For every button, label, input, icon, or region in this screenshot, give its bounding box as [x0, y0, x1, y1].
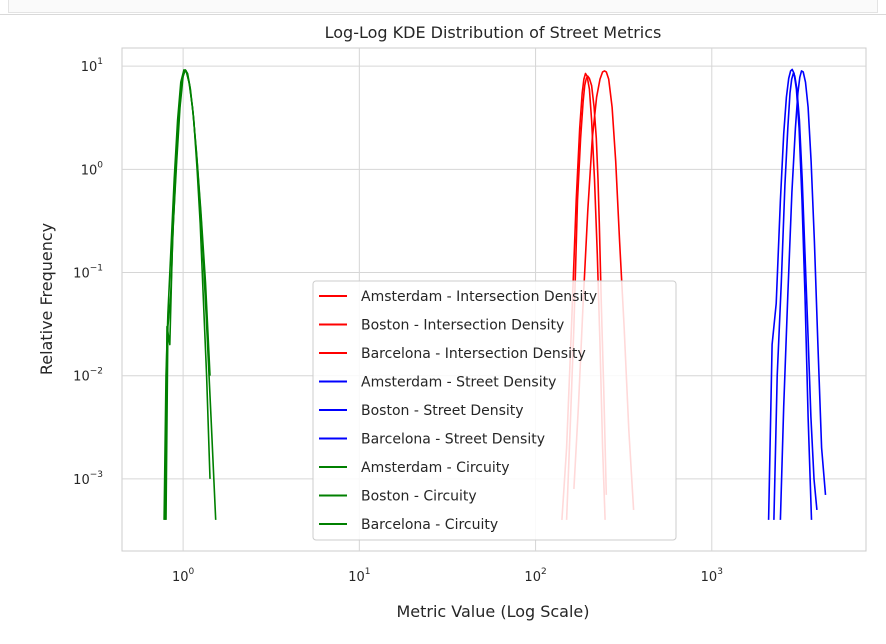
series-line-6	[779, 70, 827, 520]
x-tick-base: 10	[524, 570, 541, 585]
x-tick-exponent: 1	[365, 567, 371, 577]
y-tick-exponent: 0	[97, 160, 103, 170]
top-bar-panel	[8, 0, 878, 13]
y-tick-base: 10	[73, 267, 90, 282]
y-tick-base: 10	[81, 163, 98, 178]
y-tick-base: 10	[81, 60, 98, 75]
legend-label: Amsterdam - Street Density	[361, 375, 556, 391]
legend-label: Boston - Intersection Density	[361, 318, 564, 334]
y-tick-label: 10−3	[73, 470, 103, 488]
x-tick-exponent: 2	[541, 567, 547, 577]
x-tick-label: 102	[524, 567, 546, 585]
y-tick-label: 10−2	[73, 367, 103, 385]
x-tick-label: 103	[701, 567, 723, 585]
x-tick-base: 10	[348, 570, 365, 585]
legend-label: Amsterdam - Circuity	[361, 460, 510, 476]
top-bar	[0, 0, 886, 15]
y-tick-exponent: −3	[90, 470, 103, 480]
legend-label: Amsterdam - Intersection Density	[361, 289, 597, 305]
legend: Amsterdam - Intersection Density Boston -…	[312, 280, 677, 541]
series-line-5	[767, 68, 813, 520]
series-line-1	[565, 75, 608, 520]
y-tick-exponent: −2	[90, 367, 103, 377]
y-tick-label: 10−1	[73, 264, 103, 282]
legend-label: Barcelona - Street Density	[361, 432, 545, 448]
legend-box	[312, 280, 677, 541]
y-tick-label: 101	[81, 57, 103, 75]
x-tick-exponent: 3	[717, 567, 723, 577]
series-lines	[163, 68, 827, 520]
x-tick-label: 100	[172, 567, 195, 585]
y-tick-base: 10	[73, 473, 90, 488]
x-tick-base: 10	[701, 570, 718, 585]
x-axis-label: Metric Value (Log Scale)	[396, 602, 589, 621]
legend-label: Barcelona - Intersection Density	[361, 346, 586, 362]
x-tick-exponent: 0	[189, 567, 195, 577]
x-tick-label: 101	[348, 567, 370, 585]
series-line-3	[573, 70, 635, 510]
legend-label: Boston - Circuity	[361, 489, 477, 505]
x-tick-base: 10	[172, 570, 189, 585]
series-line-9	[163, 69, 211, 520]
y-axis-label: Relative Frequency	[37, 223, 56, 375]
y-tick-exponent: −1	[90, 264, 103, 274]
y-tick-label: 100	[81, 160, 104, 178]
legend-label: Barcelona - Circuity	[361, 517, 498, 533]
y-tick-base: 10	[73, 370, 90, 385]
legend-label: Boston - Street Density	[361, 403, 524, 419]
chart-title: Log-Log KDE Distribution of Street Metri…	[325, 23, 662, 42]
x-tick-labels: 100 101 102 103	[172, 567, 723, 585]
y-tick-exponent: 1	[97, 57, 103, 67]
